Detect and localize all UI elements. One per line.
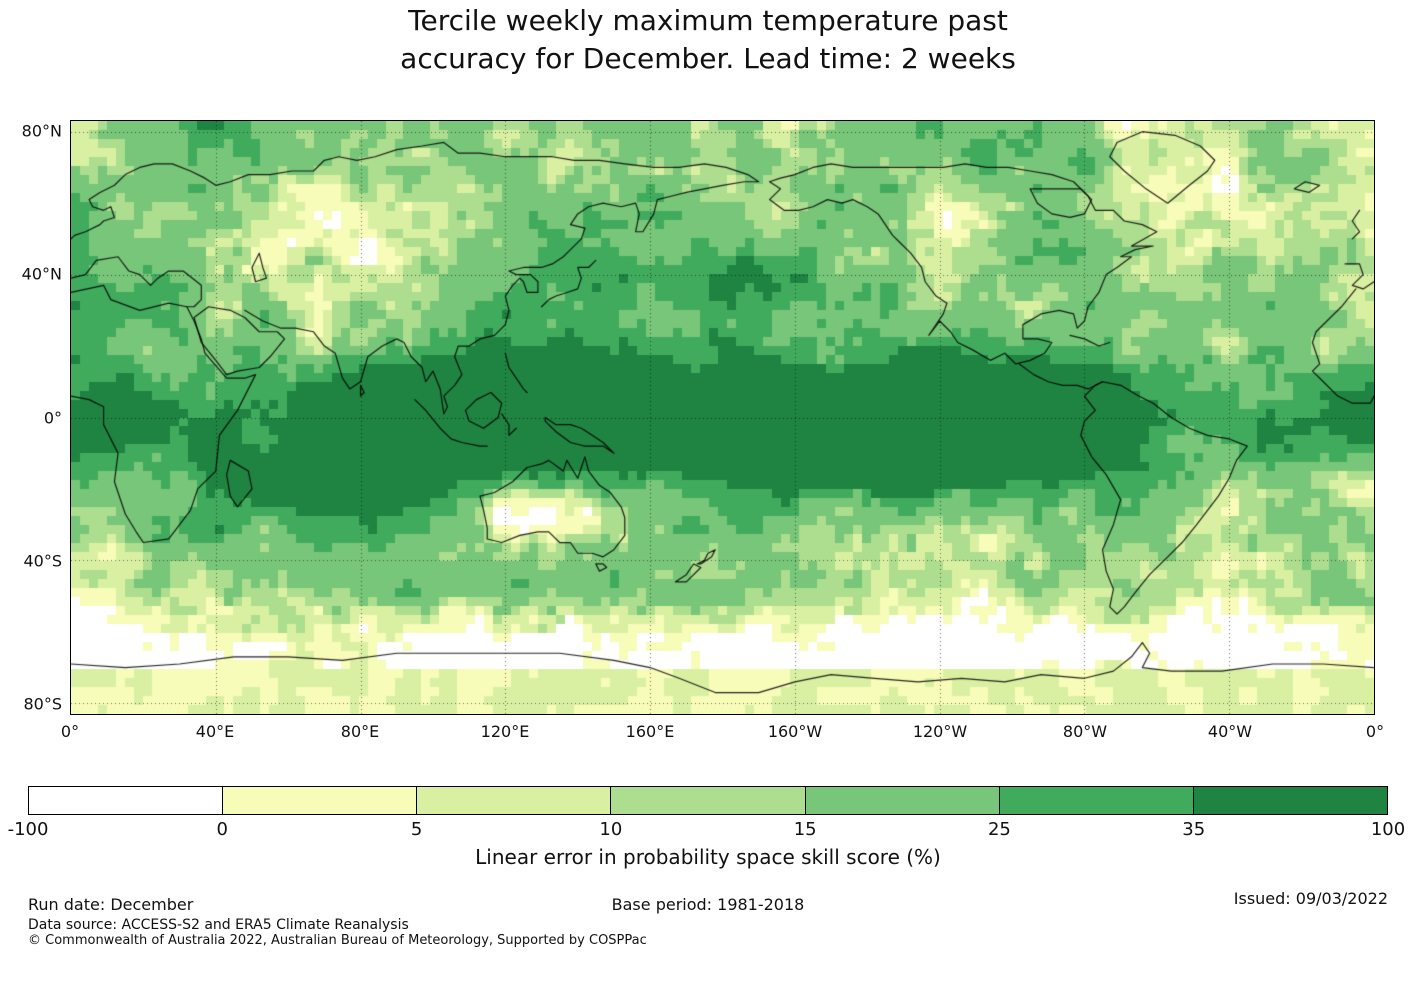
colorbar-segment [1192,787,1387,814]
colorbar-segment [804,787,999,814]
run-date-text: Run date: December [28,895,194,914]
colorbar-tick-label: 15 [793,819,817,840]
colorbar-label: Linear error in probability space skill … [475,845,941,869]
colorbar-segment [610,787,805,814]
lat-tick-label: 80°S [23,694,62,714]
base-period-text: Base period: 1981-2018 [611,895,805,914]
lat-tick-label: 0° [43,408,62,427]
lat-tick-label: 40°S [23,551,62,571]
lon-tick-label: 120°E [480,722,530,741]
colorbar-tick-label: -100 [7,819,49,840]
lon-tick-label: 0° [1365,722,1385,741]
lon-tick-label: 120°W [912,722,968,741]
lon-tick-label: 80°W [1062,722,1108,741]
chart-title-line1: Tercile weekly maximum temperature past [408,4,1008,37]
colorbar-segment [416,787,611,814]
chart-title-line2: accuracy for December. Lead time: 2 week… [400,42,1016,75]
lon-tick-label: 80°E [340,722,380,741]
lat-tick-label: 80°N [21,121,62,141]
lon-tick-label: 40°E [195,722,235,741]
copyright-text: © Commonwealth of Australia 2022, Austra… [28,933,647,948]
issued-text: Issued: 09/03/2022 [1233,889,1388,908]
colorbar [28,786,1388,815]
colorbar-tick-label: 35 [1182,819,1206,840]
lon-tick-label: 160°E [625,722,675,741]
lon-tick-label: 160°W [767,722,823,741]
colorbar-tick-label: 25 [987,819,1011,840]
world-map-raster [71,121,1374,714]
colorbar-segment [998,787,1193,814]
colorbar-tick-label: 10 [599,819,623,840]
data-source-text: Data source: ACCESS-S2 and ERA5 Climate … [28,917,409,933]
chart-title: Tercile weekly maximum temperature past … [0,2,1416,78]
colorbar-segment [29,787,223,814]
lon-tick-label: 0° [60,722,80,741]
map-plot-area [70,120,1375,715]
lat-tick-label: 40°N [21,264,62,284]
lon-tick-label: 40°W [1207,722,1253,741]
colorbar-tick-label: 5 [410,819,423,840]
colorbar-segment [222,787,417,814]
colorbar-tick-label: 100 [1370,819,1406,840]
colorbar-tick-label: 0 [216,819,229,840]
